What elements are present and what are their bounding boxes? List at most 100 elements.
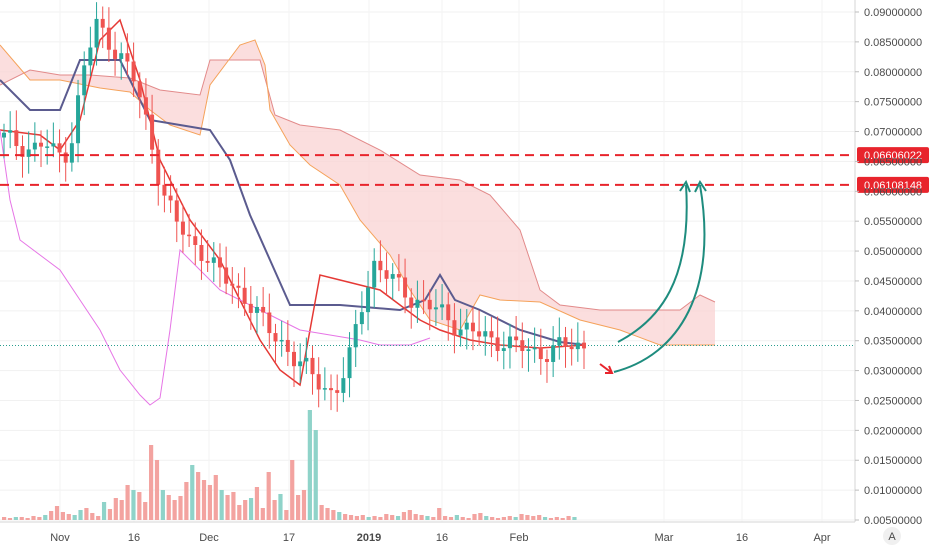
volume-bar [13, 517, 18, 520]
candle-body [569, 346, 574, 350]
candle-body [199, 245, 204, 261]
annotation-arrows [599, 179, 707, 374]
green-up-arrow-1 [617, 184, 688, 343]
candle-body [421, 299, 426, 302]
volume-bar [331, 510, 336, 520]
price-tick-label: 0.07000000 [864, 127, 922, 139]
volume-bar [531, 516, 536, 520]
time-tick-label: 2019 [357, 532, 381, 544]
volume-bar [31, 516, 36, 520]
auto-scale-label[interactable]: A [888, 531, 896, 543]
candle-body [378, 260, 383, 271]
volume-bar [425, 516, 430, 520]
volume-bar [401, 512, 407, 520]
volume-bar [143, 502, 148, 520]
candle-body [520, 340, 525, 352]
volume-bar [160, 490, 165, 520]
price-axis[interactable]: 0.09000000 0.08500000 0.08000000 0.07500000… [855, 7, 922, 527]
candle-body [347, 347, 352, 379]
volume-bar [101, 502, 107, 520]
time-axis[interactable]: Nov 16 Dec 17 2019 16 Feb Mar 16 Apr [50, 532, 831, 544]
volume-bar [307, 410, 312, 520]
candle-body [353, 324, 358, 348]
volume-bar [484, 516, 489, 520]
candle-body [230, 283, 235, 286]
candle-body [538, 347, 543, 360]
volume-bar [166, 495, 171, 520]
candle-body [341, 378, 346, 393]
candle-body [88, 47, 93, 66]
candle-body [507, 336, 512, 349]
volume-bar [248, 498, 254, 520]
candle-body [292, 351, 296, 367]
volume-bar [78, 510, 83, 520]
candle-body [187, 234, 192, 237]
volume-bar [72, 515, 77, 520]
volume-bar [125, 485, 130, 520]
candle-body [100, 18, 105, 28]
time-tick-label: 16 [128, 532, 140, 544]
red-arrow-head [605, 365, 614, 374]
volume-bar [137, 492, 142, 520]
auto-scale-button[interactable]: A [883, 527, 901, 545]
base-line [0, 59, 586, 346]
candle-body [137, 81, 142, 98]
candle-body [2, 132, 6, 138]
horizontal-levels: 0.06606022 0.06108148 [0, 147, 929, 193]
candle-body [279, 339, 284, 342]
candle-body [242, 287, 247, 304]
volume-bar [395, 516, 401, 520]
volume-bar [343, 514, 348, 520]
volume-bar [566, 516, 571, 520]
candle-body [316, 374, 321, 390]
volume-bar [172, 500, 177, 520]
volume-bar [149, 445, 154, 520]
candle-body [366, 287, 371, 313]
candle-body [150, 114, 155, 150]
volume-bar [131, 490, 136, 520]
candle-body [557, 337, 562, 346]
volume-bar [272, 500, 277, 520]
volume-bar [495, 518, 501, 520]
volume-bar [290, 460, 295, 520]
candle-body [113, 49, 118, 59]
volume-bar [2, 517, 7, 520]
candle-body [310, 357, 315, 375]
price-level-badge [857, 147, 929, 164]
candle-body [248, 303, 253, 313]
volume-bar [407, 510, 412, 520]
volume-bar [431, 517, 436, 520]
price-level-badge [857, 176, 929, 193]
candle-body [298, 361, 303, 367]
price-tick-label: 0.05500000 [864, 216, 922, 228]
volume-bar [284, 510, 289, 520]
candle-body [464, 322, 469, 330]
volume-bar [542, 517, 548, 520]
time-tick-label: Mar [655, 532, 674, 544]
candle-body [526, 349, 531, 352]
price-tick-label: 0.03500000 [864, 336, 922, 348]
green-arrow-head-1 [679, 179, 691, 193]
price-tick-label: 0.06500000 [864, 156, 922, 168]
volume-bar [25, 518, 30, 520]
time-tick-label: Nov [50, 532, 70, 544]
candle-body [477, 331, 482, 337]
candle-body [45, 146, 50, 148]
candle-body [427, 299, 432, 310]
volume-bar [119, 500, 124, 520]
auto-scale-button-bg[interactable] [883, 527, 901, 545]
volume-bar [37, 517, 42, 520]
volume-bar [278, 494, 283, 520]
candle-body [532, 347, 537, 350]
candle-body [254, 306, 259, 313]
volume-bar [201, 480, 207, 520]
time-tick-label: 16 [436, 532, 448, 544]
candle-body [125, 53, 130, 62]
price-tick-label: 0.01500000 [864, 455, 922, 467]
volume-bar [384, 514, 389, 520]
candle-body [396, 274, 401, 278]
green-arrow-head-2 [694, 180, 707, 193]
candle-body [162, 184, 167, 196]
volume-bar [54, 506, 60, 520]
